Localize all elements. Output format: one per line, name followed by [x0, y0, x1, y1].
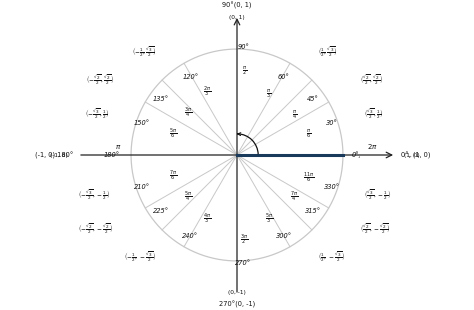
Text: $\frac{5\pi}{3}$: $\frac{5\pi}{3}$ [264, 211, 273, 226]
Text: (1, 0): (1, 0) [404, 153, 420, 157]
Text: $\frac{3\pi}{4}$: $\frac{3\pi}{4}$ [184, 105, 192, 120]
Text: $\left(-\frac{1}{2},\frac{\sqrt{3}}{2}\right)$: $\left(-\frac{1}{2},\frac{\sqrt{3}}{2}\r… [132, 46, 156, 59]
Text: 225°: 225° [153, 208, 169, 214]
Text: $\frac{3\pi}{2}$: $\frac{3\pi}{2}$ [240, 233, 248, 247]
Text: 330°: 330° [324, 184, 340, 190]
Text: 45°: 45° [307, 96, 319, 102]
Text: $\frac{\pi}{4}$: $\frac{\pi}{4}$ [292, 108, 297, 121]
Text: $\frac{\pi}{3}$: $\frac{\pi}{3}$ [266, 87, 271, 100]
Text: $\left(\frac{\sqrt{3}}{2},\frac{1}{2}\right)$: $\left(\frac{\sqrt{3}}{2},\frac{1}{2}\ri… [364, 108, 384, 121]
Text: 180°: 180° [104, 152, 120, 158]
Text: $\frac{11\pi}{6}$: $\frac{11\pi}{6}$ [303, 171, 315, 185]
Text: $\frac{5\pi}{6}$: $\frac{5\pi}{6}$ [169, 127, 177, 141]
Text: (-1, 0): (-1, 0) [50, 153, 67, 157]
Text: 300°: 300° [275, 232, 292, 238]
Text: 30°: 30° [327, 120, 338, 126]
Text: $\pi$: $\pi$ [115, 143, 121, 151]
Text: $\left(-\frac{\sqrt{3}}{2},-\frac{1}{2}\right)$: $\left(-\frac{\sqrt{3}}{2},-\frac{1}{2}\… [78, 189, 110, 202]
Text: $\frac{2\pi}{3}$: $\frac{2\pi}{3}$ [203, 84, 211, 99]
Text: 90°: 90° [237, 44, 249, 50]
Text: $\left(-\frac{\sqrt{2}}{2},-\frac{\sqrt{2}}{2}\right)$: $\left(-\frac{\sqrt{2}}{2},-\frac{\sqrt{… [78, 223, 114, 236]
Text: 120°: 120° [182, 73, 199, 80]
Text: $\frac{\pi}{6}$: $\frac{\pi}{6}$ [307, 127, 311, 140]
Text: $\left(\frac{1}{2},-\frac{\sqrt{3}}{2}\right)$: $\left(\frac{1}{2},-\frac{\sqrt{3}}{2}\r… [318, 251, 345, 264]
Text: $\left(\frac{\sqrt{3}}{2},-\frac{1}{2}\right)$: $\left(\frac{\sqrt{3}}{2},-\frac{1}{2}\r… [364, 189, 392, 202]
Text: $\left(\frac{1}{2},\frac{\sqrt{3}}{2}\right)$: $\left(\frac{1}{2},\frac{\sqrt{3}}{2}\ri… [318, 46, 337, 59]
Text: $\left(\frac{\sqrt{2}}{2},\frac{\sqrt{2}}{2}\right)$: $\left(\frac{\sqrt{2}}{2},\frac{\sqrt{2}… [360, 74, 383, 87]
Text: 90°(0, 1): 90°(0, 1) [222, 2, 252, 9]
Text: 270°(0, -1): 270°(0, -1) [219, 301, 255, 308]
Text: 315°: 315° [305, 208, 321, 214]
Text: (0, -1): (0, -1) [228, 290, 246, 295]
Text: $\left(-\frac{\sqrt{2}}{2},\frac{\sqrt{2}}{2}\right)$: $\left(-\frac{\sqrt{2}}{2},\frac{\sqrt{2… [86, 74, 114, 87]
Text: $\left(-\frac{1}{2},-\frac{\sqrt{3}}{2}\right)$: $\left(-\frac{1}{2},-\frac{\sqrt{3}}{2}\… [124, 251, 156, 264]
Text: $2\pi$: $2\pi$ [367, 142, 378, 151]
Text: $\frac{7\pi}{6}$: $\frac{7\pi}{6}$ [169, 169, 177, 183]
Text: $\left(\frac{\sqrt{2}}{2},-\frac{\sqrt{2}}{2}\right)$: $\left(\frac{\sqrt{2}}{2},-\frac{\sqrt{2… [360, 223, 391, 236]
Text: $\frac{5\pi}{4}$: $\frac{5\pi}{4}$ [184, 190, 192, 205]
Text: 150°: 150° [134, 120, 150, 126]
Text: $\frac{7\pi}{4}$: $\frac{7\pi}{4}$ [290, 190, 298, 205]
Text: $\frac{\pi}{2}$: $\frac{\pi}{2}$ [242, 64, 247, 77]
Text: (0, 1): (0, 1) [229, 15, 245, 20]
Text: 210°: 210° [134, 184, 150, 190]
Text: (-1, 0) 180°: (-1, 0) 180° [35, 151, 73, 159]
Text: $\left(-\frac{\sqrt{3}}{2},\frac{1}{2}\right)$: $\left(-\frac{\sqrt{3}}{2},\frac{1}{2}\r… [85, 108, 110, 121]
Text: $\frac{4\pi}{3}$: $\frac{4\pi}{3}$ [203, 211, 211, 226]
Text: 270°: 270° [235, 260, 251, 266]
Text: 240°: 240° [182, 232, 199, 238]
Text: 135°: 135° [153, 96, 169, 102]
Text: 0°, (1, 0): 0°, (1, 0) [401, 151, 431, 159]
Text: 60°: 60° [278, 73, 290, 80]
Text: 0°,: 0°, [352, 152, 362, 158]
